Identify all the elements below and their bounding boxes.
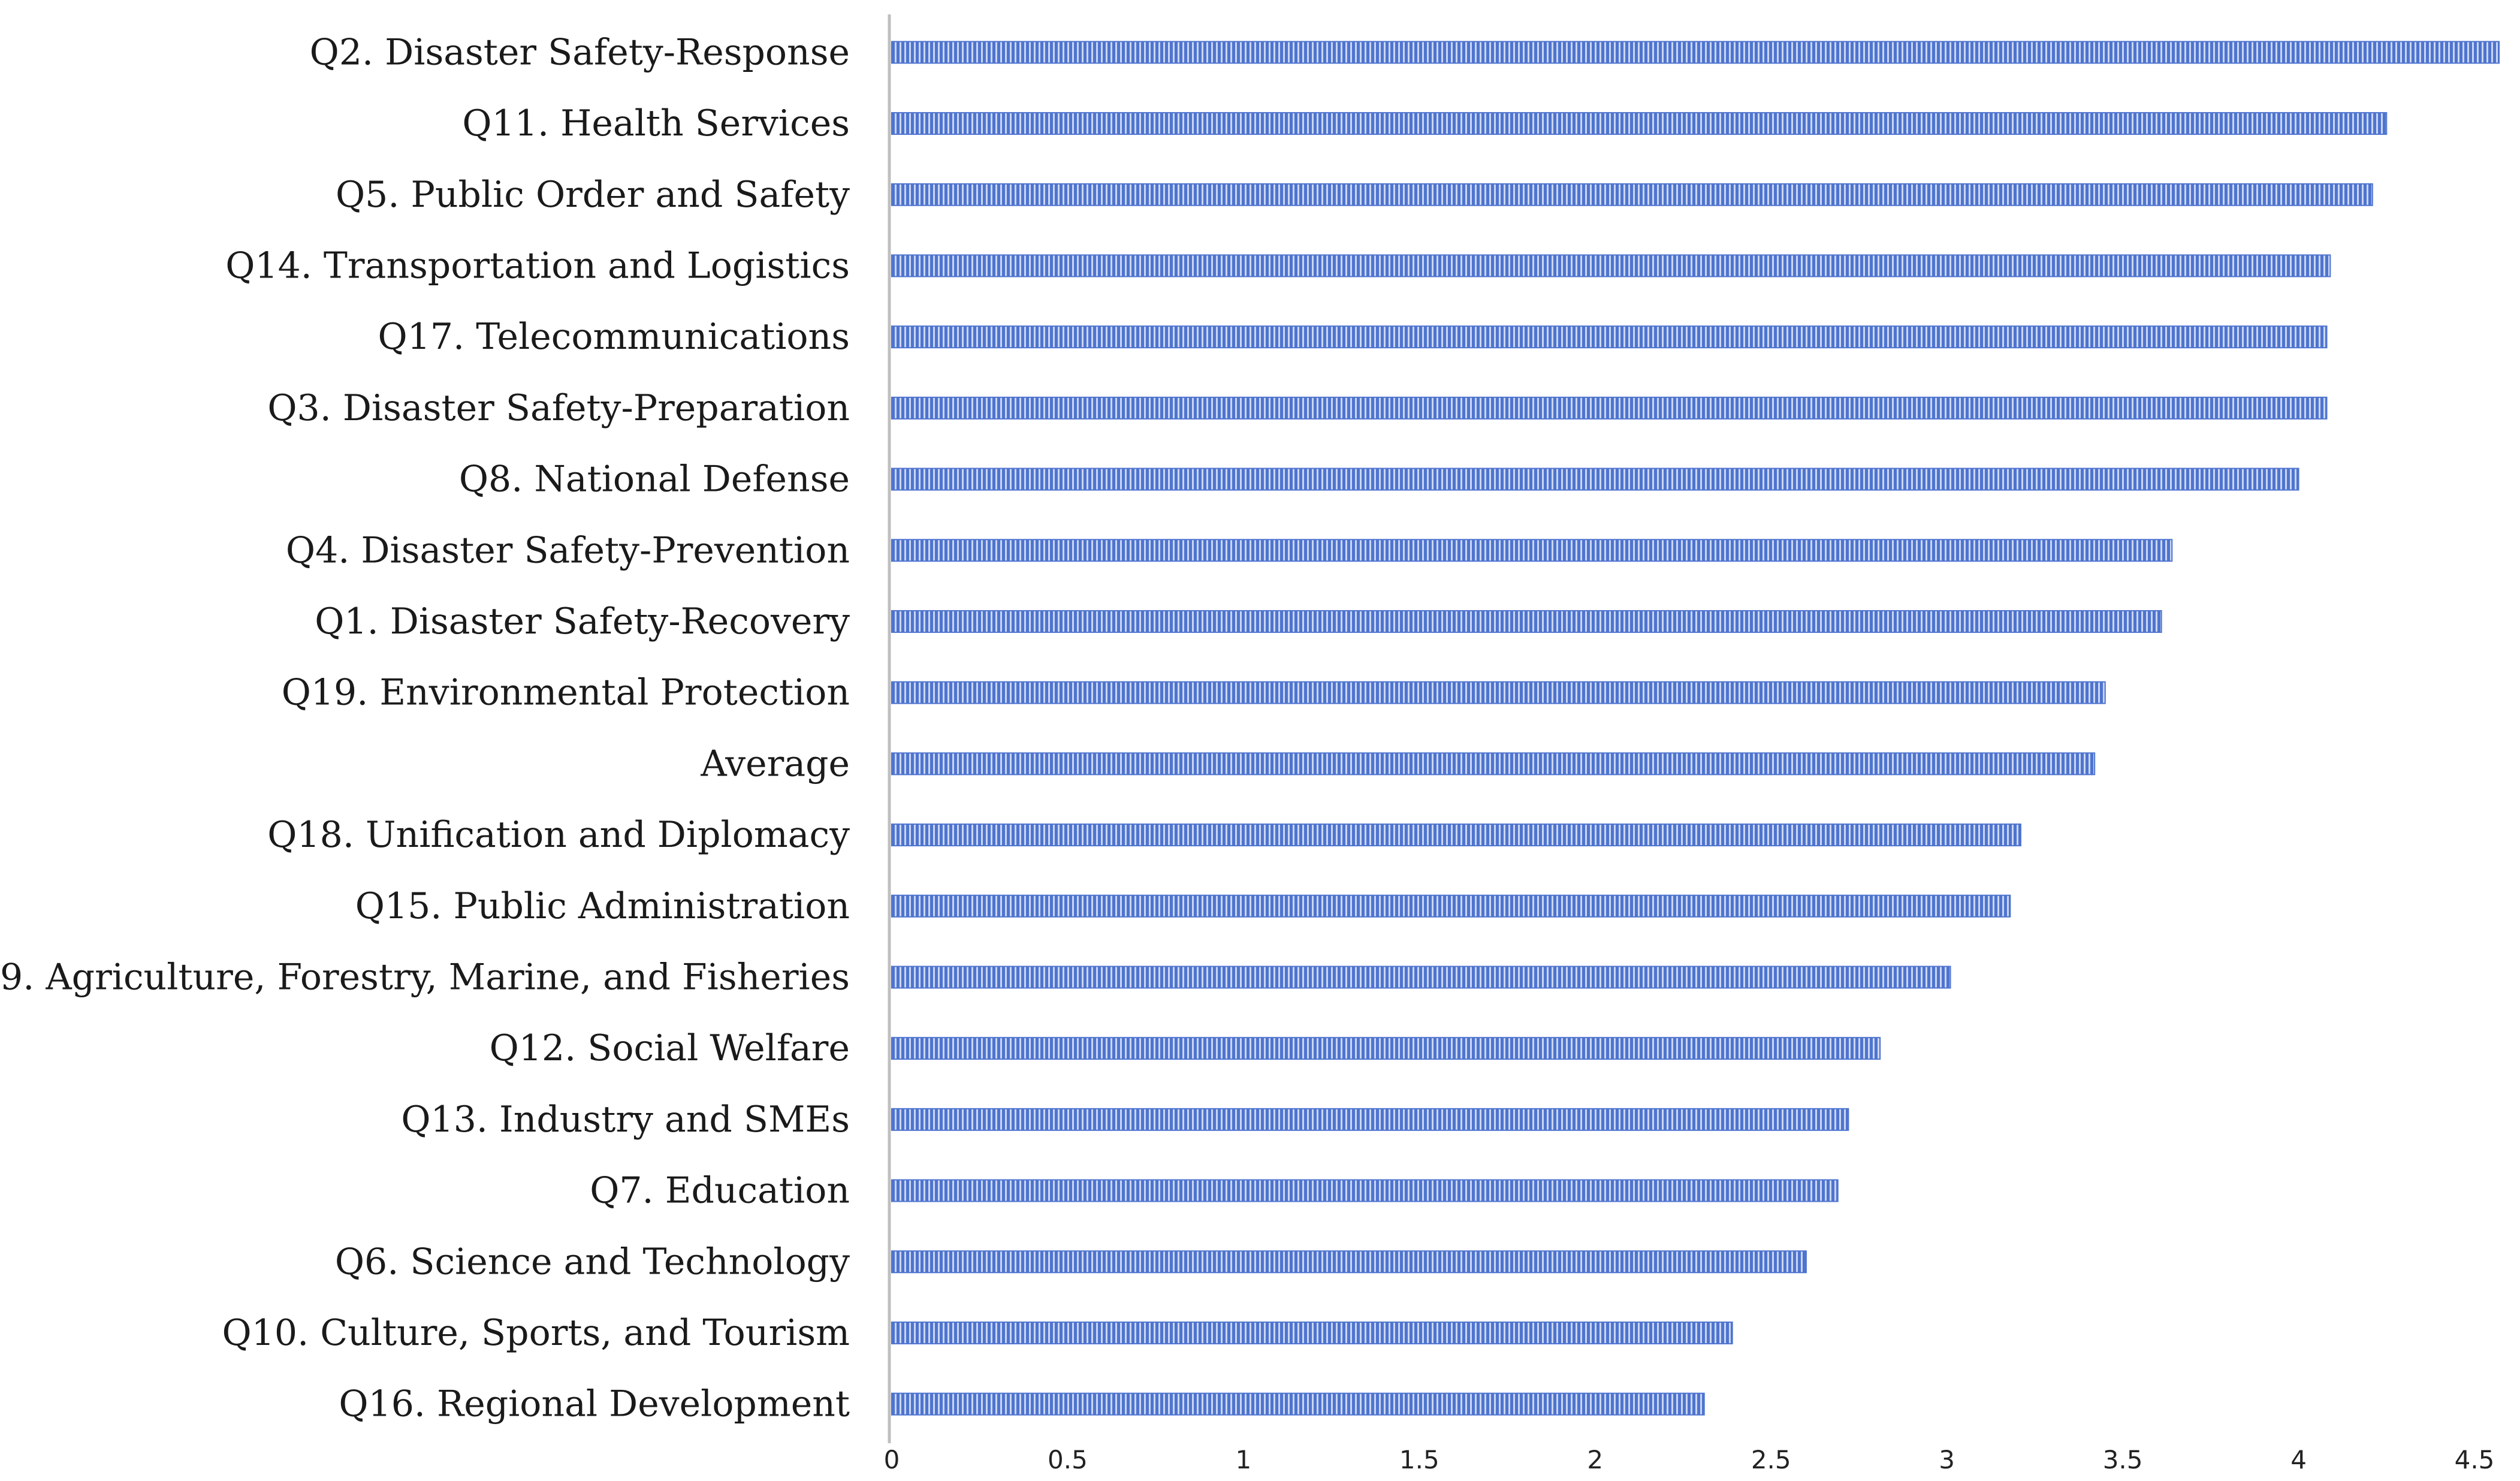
- bar-11: [891, 752, 2096, 776]
- category-label: Q5. Public Order and Safety: [336, 174, 850, 216]
- x-tick-label: 4: [2290, 1445, 2307, 1474]
- x-tick-label: 3: [1939, 1445, 1955, 1474]
- category-label: Q3. Disaster Safety-Preparation: [267, 387, 850, 429]
- bar-5: [891, 325, 2328, 349]
- bar-17: [891, 1179, 1839, 1202]
- bar-4: [891, 254, 2331, 278]
- x-tick-label: 0: [884, 1445, 900, 1474]
- category-label: Q1. Disaster Safety-Recovery: [315, 601, 850, 643]
- bar-8: [891, 539, 2173, 562]
- category-label: Q9. Agriculture, Forestry, Marine, and F…: [0, 956, 850, 998]
- x-tick-label: 4.5: [2455, 1445, 2495, 1474]
- x-tick-labels-layer: 0 0.5 1 1.5 2 2.5 3 3.5 4 4.5: [884, 1445, 2495, 1474]
- category-label: Q18. Unification and Diplomacy: [267, 814, 850, 856]
- category-label: Q10. Culture, Sports, and Tourism: [222, 1312, 850, 1354]
- category-label: Q16. Regional Development: [339, 1383, 850, 1425]
- category-labels-layer: Q2. Disaster Safety-Response Q11. Health …: [0, 31, 850, 1425]
- category-label: Q11. Health Services: [462, 102, 850, 144]
- x-tick-label: 0.5: [1048, 1445, 1088, 1474]
- x-tick-label: 2.5: [1751, 1445, 1791, 1474]
- category-label: Average: [700, 743, 850, 785]
- category-label: Q6. Science and Technology: [335, 1241, 850, 1283]
- bar-9: [891, 610, 2162, 633]
- category-label: Q4. Disaster Safety-Prevention: [286, 529, 850, 571]
- bar-14: [891, 966, 1951, 989]
- bar-19: [891, 1321, 1733, 1344]
- bar-15: [891, 1037, 1881, 1060]
- bars-layer: [891, 41, 2500, 1416]
- category-label: Q15. Public Administration: [355, 885, 850, 927]
- bar-2: [891, 112, 2388, 135]
- category-label: Q14. Transportation and Logistics: [225, 245, 850, 286]
- x-tick-label: 1: [1236, 1445, 1252, 1474]
- category-label: Q7. Education: [590, 1170, 850, 1212]
- bar-3: [891, 183, 2373, 206]
- x-tick-label: 3.5: [2103, 1445, 2143, 1474]
- bar-16: [891, 1108, 1849, 1131]
- bar-7: [891, 467, 2299, 491]
- x-tick-label: 1.5: [1399, 1445, 1439, 1474]
- x-tick-label: 2: [1587, 1445, 1603, 1474]
- category-label: Q17. Telecommunications: [378, 316, 850, 358]
- bar-13: [891, 894, 2011, 918]
- bar-18: [891, 1250, 1807, 1274]
- category-label: Q13. Industry and SMEs: [401, 1099, 850, 1141]
- bar-20: [891, 1392, 1705, 1416]
- bar-6: [891, 396, 2328, 420]
- category-label: Q19. Environmental Protection: [282, 672, 850, 714]
- bar-1: [891, 41, 2500, 64]
- bar-12: [891, 824, 2021, 847]
- category-label: Q8. National Defense: [459, 459, 850, 500]
- bar-10: [891, 681, 2106, 704]
- category-label: Q2. Disaster Safety-Response: [310, 31, 850, 73]
- category-label: Q12. Social Welfare: [490, 1027, 850, 1069]
